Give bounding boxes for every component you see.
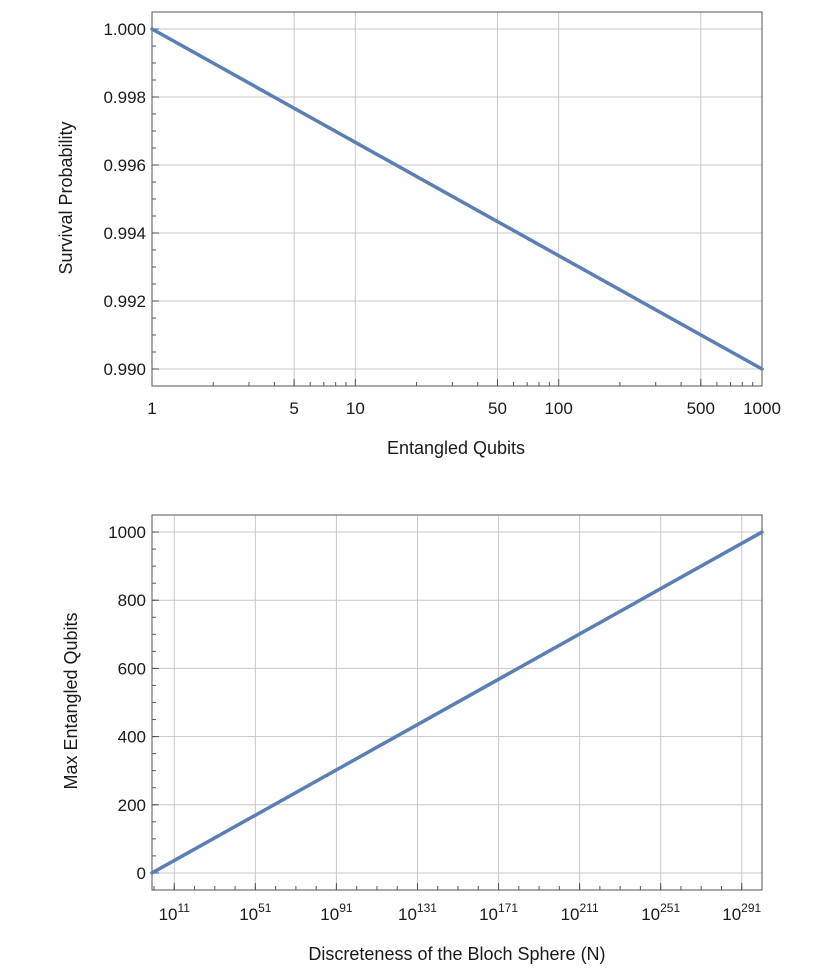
x-tick-label: 10291 — [722, 901, 761, 924]
survival-probability-plot: 1 5 10 50 100 500 1000 0.9900.9920.9940.9960.9… — [56, 11, 781, 458]
y-tick-label: 400 — [118, 728, 146, 747]
x-tick-label: 1000 — [743, 399, 781, 418]
y-tick-label: 200 — [118, 796, 146, 815]
minor-ticks — [151, 28, 763, 386]
y-tick-label: 600 — [118, 659, 146, 678]
y-axis-label: Survival Probability — [56, 121, 76, 274]
y-tick-label: 800 — [118, 591, 146, 610]
x-tick-label: 100 — [544, 399, 572, 418]
max-entangled-qubits-plot: 1011 1051 1091 10131 10171 10211 10251 10291 0 2… — [61, 514, 764, 964]
x-tick-label: 10211 — [561, 901, 599, 924]
y-tick-label: 0.990 — [103, 360, 146, 379]
y-tick-label: 0.994 — [103, 224, 146, 243]
y-tick-label: 1000 — [108, 523, 146, 542]
y-tick-label: 0.992 — [103, 292, 146, 311]
max-entangled-qubits-line — [150, 530, 764, 875]
grid — [151, 12, 763, 386]
x-tick-label: 10171 — [479, 901, 518, 924]
y-tick-label: 1.000 — [103, 20, 146, 39]
plot-frame — [151, 514, 763, 891]
x-axis-label: Entangled Qubits — [387, 438, 525, 458]
x-tick-label: 10131 — [398, 901, 437, 924]
x-tick-label: 1091 — [320, 901, 353, 924]
y-tick-label: 0.998 — [103, 88, 146, 107]
x-tick-label: 1011 — [159, 901, 191, 924]
x-tick-labels: 1 5 10 50 100 500 1000 — [147, 399, 781, 418]
y-tick-labels: 0.990 0.992 0.994 0.996 0.998 1.000 — [103, 20, 146, 379]
survival-probability-line — [150, 27, 764, 371]
x-tick-label: 10 — [346, 399, 365, 418]
y-tick-label: 0 — [137, 864, 146, 883]
x-tick-label: 50 — [488, 399, 507, 418]
plot-frame — [151, 11, 763, 387]
grid — [152, 515, 762, 890]
x-tick-label: 1 — [147, 399, 156, 418]
x-tick-label: 500 — [687, 399, 715, 418]
y-axis-label: Max Entangled Qubits — [61, 612, 81, 789]
minor-ticks — [152, 531, 763, 890]
y-tick-label: 0.996 — [103, 156, 146, 175]
series — [150, 27, 764, 371]
y-tick-labels: 0 200 400 600 800 1000 — [108, 523, 146, 883]
x-tick-label: 10251 — [641, 901, 680, 924]
x-tick-labels: 1011 1051 1091 10131 10171 10211 10251 10291 — [159, 901, 762, 924]
x-axis-label: Discreteness of the Bloch Sphere (N) — [308, 944, 605, 964]
x-tick-label: 5 — [289, 399, 298, 418]
x-tick-label: 1051 — [239, 901, 272, 924]
series — [150, 530, 764, 875]
